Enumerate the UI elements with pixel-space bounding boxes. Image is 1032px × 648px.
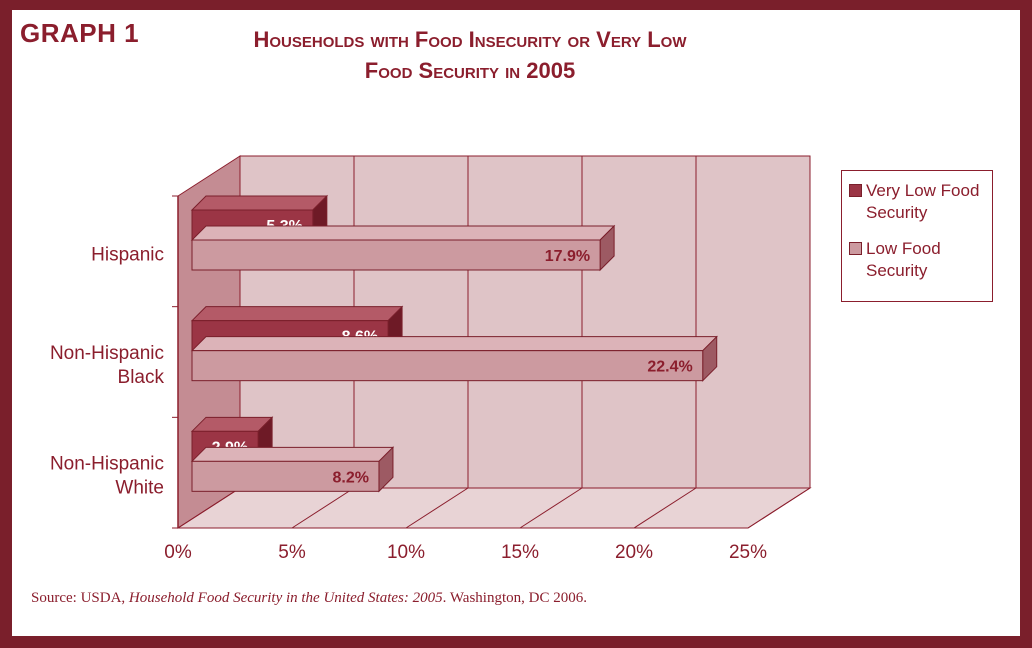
legend-label-very-low-line1: Very Low Food (866, 181, 980, 200)
bar-value-label-low: 8.2% (332, 469, 368, 486)
x-tick-label: 20% (615, 542, 653, 563)
bar-low (191, 460, 380, 492)
bar-low (191, 239, 601, 271)
chart-title: Households with Food Insecurity or Very … (160, 24, 780, 86)
grid-floor-line (633, 487, 697, 529)
x-tick-label: 15% (501, 542, 539, 563)
graph-label: GRAPH 1 (20, 18, 140, 48)
x-tick-label: 0% (164, 542, 192, 563)
category-label: White (115, 478, 164, 499)
category-label: Non-Hispanic (50, 343, 164, 364)
x-tick-label: 5% (278, 542, 306, 563)
grid-floor-line (405, 487, 469, 529)
bar-top-low (190, 446, 395, 462)
legend-swatch-very-low (849, 184, 862, 197)
x-tick-label: 10% (387, 542, 425, 563)
grid-floor-line (291, 487, 355, 529)
x-tick-label: 25% (729, 542, 767, 563)
legend-item-low: Low Food Security (849, 238, 990, 282)
legend-label-very-low: Very Low Food Security (866, 180, 990, 224)
source-title: Household Food Security in the United St… (128, 590, 443, 606)
bar-value-label-low: 22.4% (647, 359, 692, 376)
legend-label-low-line1: Low Food (866, 239, 941, 258)
category-label: Black (118, 367, 165, 388)
chart-title-line1: Households with Food Insecurity or Very … (253, 27, 687, 52)
legend-label-very-low-line2: Security (866, 203, 928, 222)
bar-low (191, 350, 704, 382)
bar-top-very-low (190, 306, 404, 322)
legend-swatch-low (849, 242, 862, 255)
source-note: Source: USDA, Household Food Security in… (31, 590, 587, 607)
grid-floor-line (177, 487, 241, 529)
legend-item-very-low: Very Low Food Security (849, 180, 990, 224)
grid-floor-line (747, 487, 811, 529)
legend-label-low: Low Food Security (866, 238, 990, 282)
legend: Very Low Food Security Low Food Security (841, 170, 993, 302)
bar-top-very-low (190, 195, 329, 211)
grid-floor-line (519, 487, 583, 529)
bar-value-label-low: 17.9% (545, 248, 590, 265)
legend-label-low-line2: Security (866, 261, 928, 280)
chart-title-line2: Food Security in 2005 (364, 58, 576, 83)
category-label: Hispanic (91, 244, 164, 265)
source-prefix: Source: USDA, (31, 590, 129, 606)
bar-top-low (190, 225, 616, 241)
plot-floor (176, 487, 812, 529)
category-label: Non-Hispanic (50, 454, 164, 475)
bar-top-low (190, 336, 718, 352)
source-suffix: . Washington, DC 2006. (442, 590, 587, 606)
